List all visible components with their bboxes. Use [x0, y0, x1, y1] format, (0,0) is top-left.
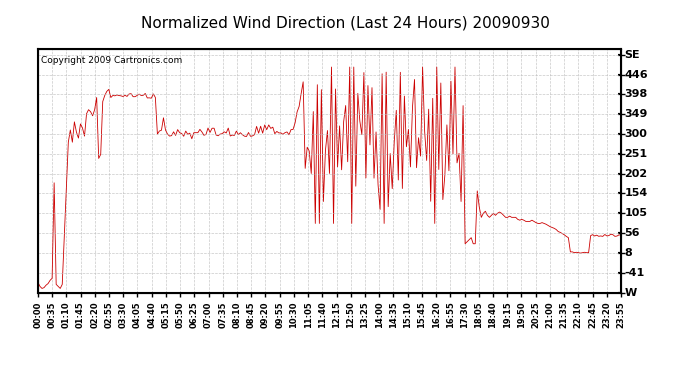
Text: 8: 8: [624, 248, 632, 258]
Text: 251: 251: [624, 149, 648, 159]
Text: 300: 300: [624, 129, 647, 139]
Text: 105: 105: [624, 208, 647, 218]
Text: 202: 202: [624, 169, 648, 179]
Text: 56: 56: [624, 228, 640, 238]
Text: Normalized Wind Direction (Last 24 Hours) 20090930: Normalized Wind Direction (Last 24 Hours…: [141, 15, 549, 30]
Text: SE: SE: [624, 50, 640, 60]
Text: 154: 154: [624, 188, 648, 198]
Text: Copyright 2009 Cartronics.com: Copyright 2009 Cartronics.com: [41, 56, 182, 65]
Text: 349: 349: [624, 109, 648, 119]
Text: W: W: [624, 288, 637, 297]
Text: -41: -41: [624, 268, 644, 278]
Text: 398: 398: [624, 89, 648, 99]
Text: 446: 446: [624, 70, 648, 80]
